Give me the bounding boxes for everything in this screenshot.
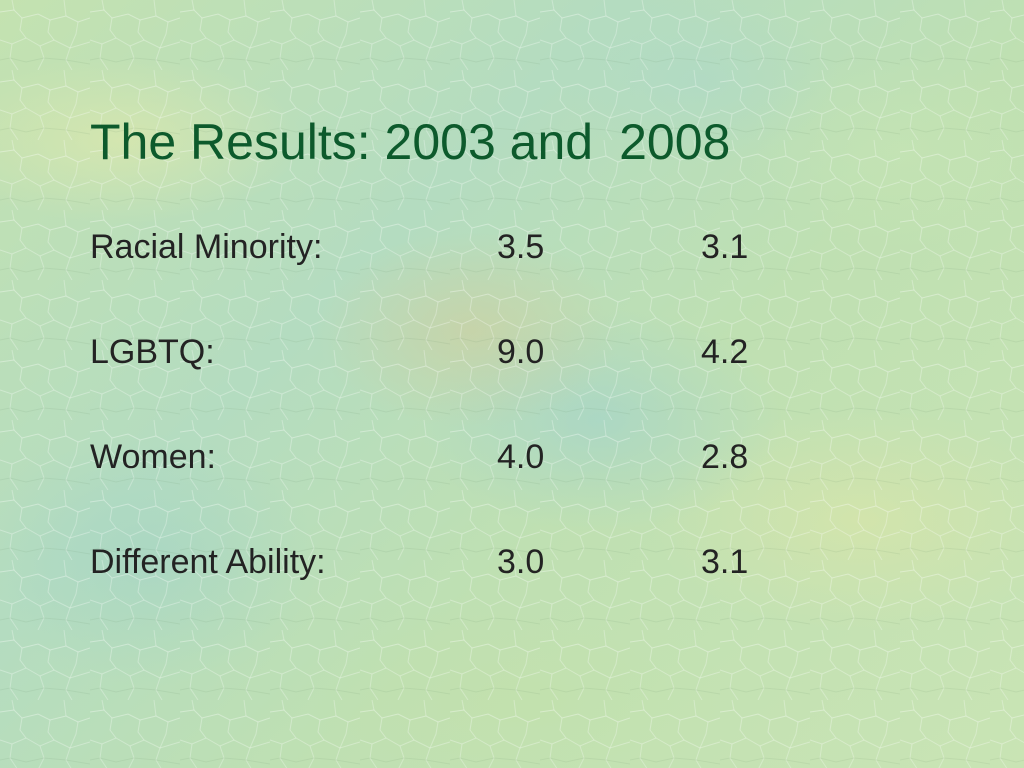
row-label: Different Ability: <box>90 543 326 581</box>
results-row: LGBTQ: 9.0 4.2 <box>90 329 850 434</box>
title-prefix: The Results: 2003 and <box>90 114 594 170</box>
row-label: Women: <box>90 438 216 476</box>
value-2003: 4.0 <box>497 438 545 476</box>
row-label: Racial Minority: <box>90 228 323 266</box>
row-label: LGBTQ: <box>90 333 215 371</box>
slide-title: The Results: 2003 and 2008 <box>90 112 730 172</box>
results-table: Racial Minority: 3.5 3.1 LGBTQ: 9.0 4.2 … <box>90 224 850 644</box>
value-2008: 2.8 <box>701 438 749 476</box>
value-2008: 3.1 <box>701 228 749 266</box>
value-2003: 3.5 <box>497 228 545 266</box>
results-row: Racial Minority: 3.5 3.1 <box>90 224 850 329</box>
value-2008: 3.1 <box>701 543 749 581</box>
results-row: Different Ability: 3.0 3.1 <box>90 539 850 644</box>
value-2003: 9.0 <box>497 333 545 371</box>
title-year: 2008 <box>619 114 731 170</box>
value-2003: 3.0 <box>497 543 545 581</box>
results-row: Women: 4.0 2.8 <box>90 434 850 539</box>
value-2008: 4.2 <box>701 333 749 371</box>
